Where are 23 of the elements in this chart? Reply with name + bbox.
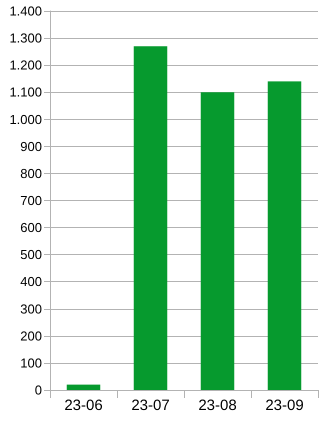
x-tick-label: 23-09 <box>265 397 304 414</box>
x-tick-label: 23-07 <box>131 397 170 414</box>
y-tick-label: 1.400 <box>9 4 42 18</box>
y-tick-label: 1.000 <box>9 112 42 127</box>
y-tick-label: 100 <box>20 355 42 370</box>
y-tick-label: 500 <box>20 247 42 262</box>
x-tick-label: 23-08 <box>198 397 237 414</box>
x-tick-label: 23-06 <box>64 397 103 414</box>
bar <box>268 81 302 390</box>
y-tick-label: 200 <box>20 328 42 344</box>
y-tick-label: 1.200 <box>9 58 42 73</box>
y-tick-label: 600 <box>20 220 42 236</box>
y-tick-label: 800 <box>20 166 42 181</box>
bar <box>134 46 168 390</box>
y-tick-label: 0 <box>34 382 42 398</box>
y-tick-label: 400 <box>20 274 42 290</box>
y-tick-label: 300 <box>20 301 42 316</box>
y-tick-label: 1.100 <box>9 84 42 100</box>
bar <box>200 92 234 390</box>
y-tick-label: 700 <box>20 193 42 208</box>
y-tick-label: 900 <box>20 138 42 154</box>
y-tick-label: 1.300 <box>9 30 42 46</box>
bar <box>66 384 100 390</box>
